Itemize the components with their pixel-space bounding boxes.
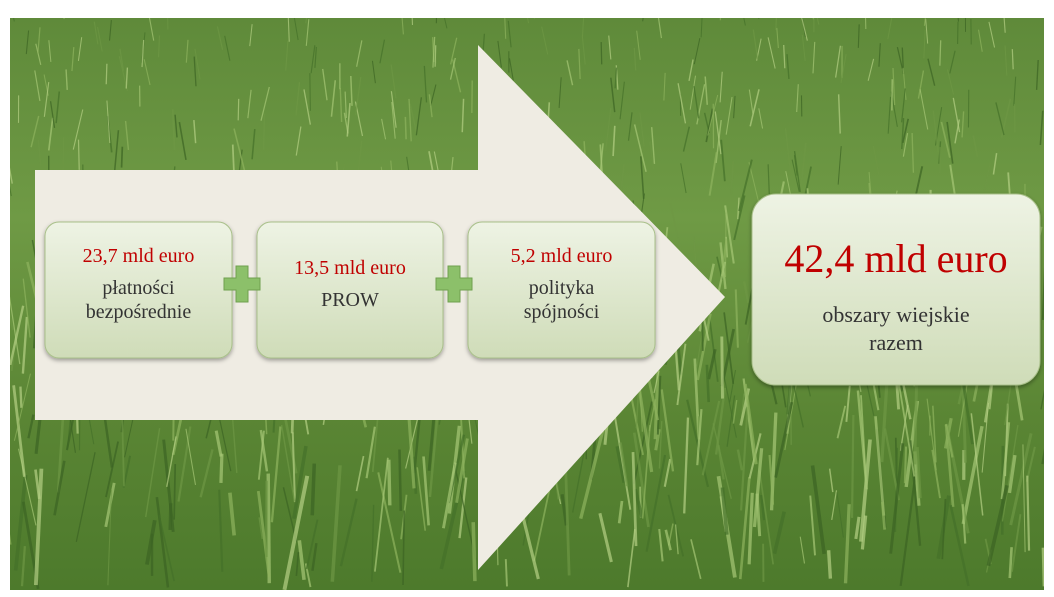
grass-blade <box>852 415 853 518</box>
grass-blade <box>1010 547 1012 578</box>
label: spójności <box>524 301 600 323</box>
grass-blade <box>808 0 813 19</box>
grass-blade <box>233 145 234 173</box>
grass-blade <box>389 460 390 506</box>
grass-blade <box>865 4 866 29</box>
grass-blade <box>722 337 723 399</box>
grass-blade <box>759 0 762 19</box>
grass-blade <box>962 0 965 18</box>
grass-blade <box>940 40 941 65</box>
grass-blade <box>405 117 406 139</box>
label: płatności <box>102 277 175 299</box>
grass-blade <box>529 0 534 19</box>
label: polityka <box>529 277 595 299</box>
grass-blade <box>1012 49 1013 69</box>
grass-blade <box>3 498 10 544</box>
grass-blade <box>106 64 107 84</box>
boxes: 23,7 mld euro płatnościbezpośrednie 13,5 m… <box>45 194 1040 385</box>
grass-blade <box>473 522 475 581</box>
grass-blade <box>238 99 239 121</box>
amount: 5,2 mld euro <box>511 245 613 267</box>
grass-blade <box>846 0 847 18</box>
total-label: razem <box>869 330 923 355</box>
grass-blade <box>601 42 602 64</box>
grass-blade <box>707 365 709 402</box>
grass-blade <box>312 464 314 516</box>
grass-blade <box>435 45 436 66</box>
grass-blade <box>64 0 68 19</box>
grass-blade <box>122 147 123 168</box>
grass-blade <box>310 73 311 111</box>
grass-blade <box>829 550 831 578</box>
grass-blade <box>20 387 21 408</box>
slide: 23,7 mld euro płatnościbezpośrednie 13,5 m… <box>0 0 1054 597</box>
grass-blade <box>174 464 175 520</box>
label: bezpośrednie <box>86 301 192 323</box>
grass-blade <box>905 447 906 484</box>
total-amount: 42,4 mld euro <box>784 236 1007 281</box>
grass-blade <box>170 503 171 530</box>
grass-blade <box>506 559 507 586</box>
grass-blade <box>78 140 79 170</box>
grass-blade <box>961 0 962 19</box>
grass-blade <box>1043 548 1044 587</box>
amount: 23,7 mld euro <box>83 245 195 267</box>
amount: 13,5 mld euro <box>294 257 406 279</box>
total-box <box>752 194 1040 385</box>
total-label: obszary wiejskie <box>822 302 969 327</box>
grass-blade <box>221 454 222 483</box>
label: PROW <box>321 289 379 311</box>
grass-blade <box>399 449 400 510</box>
grass-blade <box>63 137 64 171</box>
